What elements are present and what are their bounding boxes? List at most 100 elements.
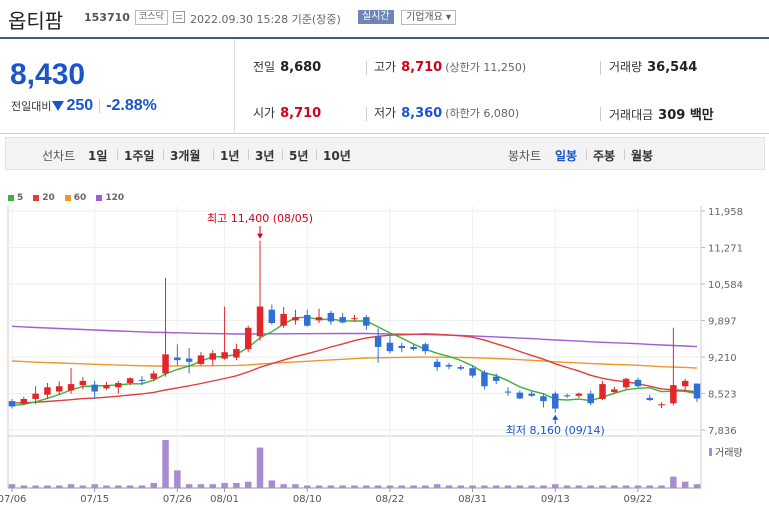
candle-monthly[interactable]: 월봉 xyxy=(631,149,654,163)
volume-bar xyxy=(44,485,51,488)
volume-bar xyxy=(315,485,323,488)
period-1y[interactable]: 1년 xyxy=(220,149,240,163)
y-tick-label: 9,897 xyxy=(708,317,737,328)
candle-body xyxy=(115,383,122,388)
period-1d[interactable]: 1일 xyxy=(88,149,108,163)
chart-period-bar: 선차트 1일 1주일 3개월 1년 3년 5년 10년 봉차트 일봉 주봉 월봉 xyxy=(5,137,765,170)
candle-body xyxy=(481,372,488,387)
period-10y[interactable]: 10년 xyxy=(323,149,351,163)
x-tick-label: 09/13 xyxy=(541,494,570,505)
low-annotation: 최저 8,160 (09/14) xyxy=(506,424,605,437)
x-tick-label: 08/22 xyxy=(376,494,405,505)
volume-bar xyxy=(622,485,630,488)
candle-body xyxy=(138,379,146,381)
volume-bar xyxy=(209,484,217,488)
volume-bar xyxy=(162,440,169,488)
period-divider xyxy=(163,149,164,160)
candle-body xyxy=(55,386,63,392)
volume-bar xyxy=(292,484,299,488)
legend-ma20: 20 xyxy=(33,193,55,203)
candle-body xyxy=(622,378,630,388)
candle-chart-label: 봉차트 xyxy=(508,149,542,163)
volume-bar xyxy=(410,485,417,488)
candle-body xyxy=(256,306,264,337)
legend-swatch xyxy=(8,195,14,201)
candle-body xyxy=(646,397,654,401)
calendar-icon xyxy=(173,11,185,23)
change-label: 전일대비 xyxy=(11,100,52,113)
candle-body xyxy=(516,392,524,399)
candle-body xyxy=(492,376,500,381)
period-divider xyxy=(586,149,587,160)
stat-open: 시가 8,710 xyxy=(253,106,322,121)
period-5y[interactable]: 5년 xyxy=(289,149,309,163)
candle-body xyxy=(339,317,346,323)
period-3m[interactable]: 3개월 xyxy=(170,149,201,163)
volume-bar xyxy=(646,485,654,488)
candle-body xyxy=(44,387,51,395)
volume-bar xyxy=(599,485,606,488)
period-divider xyxy=(316,149,317,160)
candle-body xyxy=(634,379,642,387)
low-arrow-head xyxy=(552,414,559,420)
candle-body xyxy=(658,404,665,406)
candle-body xyxy=(150,373,157,379)
candle-body xyxy=(351,318,358,320)
change-divider xyxy=(99,99,101,113)
volume-bar xyxy=(67,484,75,488)
stock-code: 153710 xyxy=(84,11,130,24)
candle-body xyxy=(292,317,299,321)
y-tick-label: 7,836 xyxy=(708,426,737,437)
volume-bar xyxy=(658,485,665,488)
legend-swatch xyxy=(96,195,103,201)
candle-body xyxy=(174,357,181,361)
stock-header: 옵티팜 153710 코스닥 2022.09.30 15:28 기준(장중) 실… xyxy=(0,0,769,38)
volume-bar xyxy=(55,485,63,488)
candle-body xyxy=(126,378,134,384)
period-1w[interactable]: 1주일 xyxy=(124,149,155,163)
volume-bar xyxy=(445,485,453,488)
line-chart-label: 선차트 xyxy=(42,149,76,163)
company-info-dropdown[interactable]: 기업개요 ▾ xyxy=(401,10,456,25)
candle-body xyxy=(327,312,335,322)
candle-body xyxy=(162,354,169,374)
legend-ma60: 60 xyxy=(64,193,86,203)
candle-body xyxy=(233,349,240,358)
realtime-button[interactable]: 실시간 xyxy=(358,10,394,24)
candle-weekly[interactable]: 주봉 xyxy=(593,149,616,163)
volume-bar xyxy=(670,476,677,488)
x-tick-label: 07/26 xyxy=(163,494,192,505)
volume-legend-swatch xyxy=(709,448,712,456)
candle-body xyxy=(563,395,571,397)
stock-name: 옵티팜 xyxy=(8,9,64,33)
volume-bar xyxy=(457,485,465,488)
stat-divider xyxy=(366,107,367,121)
period-3y[interactable]: 3년 xyxy=(255,149,275,163)
candle-daily[interactable]: 일봉 xyxy=(555,149,578,163)
stat-high: 고가 8,710 (상한가 11,250) xyxy=(374,60,527,75)
volume-bar xyxy=(516,485,524,488)
volume-bar xyxy=(374,485,382,488)
candle-body xyxy=(268,309,276,323)
volume-bar xyxy=(693,484,701,488)
volume-bar xyxy=(280,484,287,488)
ma120-line xyxy=(11,325,698,348)
candle-body xyxy=(599,384,606,399)
volume-bar xyxy=(20,485,28,488)
candle-body xyxy=(185,358,193,362)
volume-bar xyxy=(8,484,16,488)
candle-body xyxy=(528,393,535,396)
volume-bar xyxy=(221,482,228,488)
current-price: 8,430 xyxy=(10,58,86,91)
volume-bar xyxy=(634,485,642,488)
candle-body xyxy=(587,393,594,404)
ma60-line xyxy=(11,356,698,369)
candle-body xyxy=(103,385,110,389)
period-divider xyxy=(282,149,283,160)
period-divider xyxy=(624,149,625,160)
candle-body xyxy=(445,364,453,367)
high-arrow-head xyxy=(257,233,264,239)
volume-bar xyxy=(115,485,122,488)
candle-body xyxy=(79,380,87,386)
